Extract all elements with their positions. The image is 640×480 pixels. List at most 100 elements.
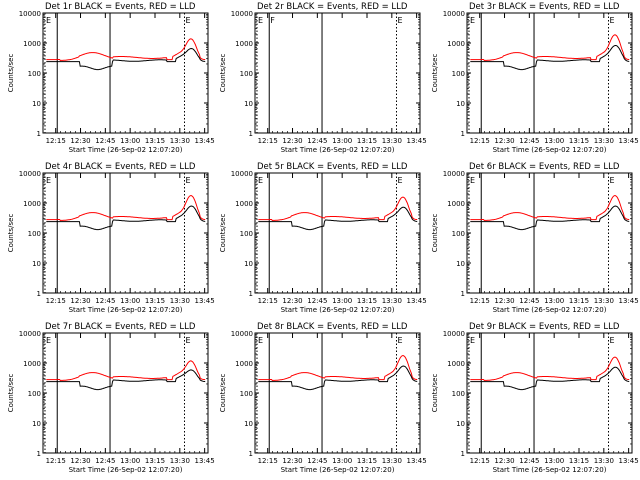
panel-title: Det 2r BLACK = Events, RED = LLD [257, 2, 408, 12]
flag-letter: E [397, 176, 402, 185]
y-tick-label: 100 [452, 70, 465, 78]
y-tick-label: 100 [28, 70, 41, 78]
flag-letter: E [46, 336, 51, 345]
x-tick-label: 13:00 [332, 137, 352, 145]
x-tick-label: 13:45 [195, 297, 215, 305]
y-tick-label: 1 [37, 130, 41, 138]
lld-series-line [258, 354, 418, 382]
lld-series-line [470, 194, 630, 222]
x-tick-label: 12:45 [95, 137, 115, 145]
x-axis-label: Start Time (26-Sep-02 12:07:20) [69, 466, 183, 474]
y-tick-label: 100 [28, 230, 41, 238]
x-tick-label: 13:00 [544, 457, 564, 465]
y-tick-label: 100 [452, 230, 465, 238]
y-tick-label: 10 [244, 260, 253, 268]
y-tick-label: 1000 [23, 200, 41, 208]
x-tick-label: 12:45 [519, 457, 539, 465]
x-tick-label: 13:15 [357, 297, 377, 305]
plot-frame [466, 12, 633, 134]
x-tick-label: 13:00 [332, 457, 352, 465]
x-tick-label: 12:30 [282, 457, 302, 465]
y-tick-label: 10000 [19, 170, 41, 178]
y-axis-label: Counts/sec [219, 374, 227, 413]
events-series-line [470, 45, 630, 71]
x-tick-label: 13:45 [619, 297, 639, 305]
x-tick-label: 12:45 [307, 297, 327, 305]
flag-letter: E [185, 176, 190, 185]
x-tick-label: 13:30 [594, 297, 614, 305]
y-tick-label: 1 [461, 450, 465, 458]
x-tick-label: 12:15 [46, 297, 66, 305]
lld-series-line [258, 196, 418, 222]
plot-frame [42, 332, 209, 454]
x-axis-label: Start Time (26-Sep-02 12:07:20) [281, 466, 395, 474]
y-tick-label: 1000 [447, 40, 465, 48]
lld-series-line [470, 356, 630, 382]
y-tick-label: 100 [452, 390, 465, 398]
panel-title: Det 3r BLACK = Events, RED = LLD [469, 2, 620, 12]
panel-title: Det 9r BLACK = Events, RED = LLD [469, 322, 620, 332]
x-tick-label: 13:30 [170, 297, 190, 305]
x-tick-label: 13:30 [382, 137, 402, 145]
lld-series-line [46, 194, 206, 222]
y-axis-label: Counts/sec [7, 214, 15, 253]
panel-title: Det 4r BLACK = Events, RED = LLD [45, 162, 196, 172]
x-tick-label: 13:15 [145, 457, 165, 465]
flag-letter: E [609, 176, 614, 185]
flag-letter: E [397, 336, 402, 345]
x-tick-label: 12:45 [519, 137, 539, 145]
y-tick-label: 1 [249, 450, 253, 458]
x-tick-label: 13:45 [619, 137, 639, 145]
lld-series-line [46, 360, 206, 382]
x-tick-label: 13:30 [594, 137, 614, 145]
x-tick-label: 13:15 [569, 297, 589, 305]
x-tick-label: 13:15 [357, 137, 377, 145]
panel-title: Det 5r BLACK = Events, RED = LLD [257, 162, 408, 172]
x-tick-label: 12:45 [307, 457, 327, 465]
y-tick-label: 10000 [19, 10, 41, 18]
y-tick-label: 100 [240, 390, 253, 398]
y-tick-label: 1 [461, 130, 465, 138]
panel-det-5: Det 5r BLACK = Events, RED = LLD 1 10 100 10… [219, 162, 427, 314]
plot-frame [42, 172, 209, 294]
panel-det-3: Det 3r BLACK = Events, RED = LLD 1 10 100 10… [431, 2, 639, 154]
events-series-line [46, 369, 206, 391]
x-tick-label: 13:45 [407, 137, 427, 145]
y-tick-label: 10000 [443, 10, 465, 18]
x-axis-label: Start Time (26-Sep-02 12:07:20) [493, 146, 607, 154]
x-axis-label: Start Time (26-Sep-02 12:07:20) [69, 146, 183, 154]
lld-series-line [470, 34, 630, 62]
x-tick-label: 12:30 [70, 457, 90, 465]
y-tick-label: 10000 [231, 330, 253, 338]
flag-letter: E [46, 176, 51, 185]
x-tick-label: 12:45 [95, 297, 115, 305]
flag-letter: E [470, 336, 475, 345]
y-tick-label: 10 [456, 420, 465, 428]
y-axis-label: Counts/sec [7, 54, 15, 93]
y-tick-label: 1000 [447, 360, 465, 368]
y-tick-label: 10 [244, 100, 253, 108]
x-tick-label: 13:30 [170, 457, 190, 465]
y-axis-label: Counts/sec [219, 214, 227, 253]
y-tick-label: 10 [32, 260, 41, 268]
x-tick-label: 12:15 [46, 137, 66, 145]
y-axis-label: Counts/sec [219, 54, 227, 93]
flag-letter: E [397, 16, 402, 25]
flag-letter: E [258, 336, 263, 345]
x-tick-label: 12:15 [46, 457, 66, 465]
events-series-line [470, 366, 630, 391]
flag-letter: E [185, 336, 190, 345]
y-tick-label: 10 [244, 420, 253, 428]
lld-series-line [46, 38, 206, 62]
x-axis-label: Start Time (26-Sep-02 12:07:20) [493, 466, 607, 474]
x-tick-label: 12:30 [494, 457, 514, 465]
panel-det-6: Det 6r BLACK = Events, RED = LLD 1 10 100 10… [431, 162, 639, 314]
x-tick-label: 13:15 [569, 457, 589, 465]
panel-det-9: Det 9r BLACK = Events, RED = LLD 1 10 100 10… [431, 322, 639, 474]
x-tick-label: 13:30 [382, 297, 402, 305]
x-tick-label: 12:15 [470, 297, 490, 305]
flag-letter: F [270, 16, 275, 25]
x-tick-label: 12:15 [258, 457, 278, 465]
y-tick-label: 10000 [19, 330, 41, 338]
